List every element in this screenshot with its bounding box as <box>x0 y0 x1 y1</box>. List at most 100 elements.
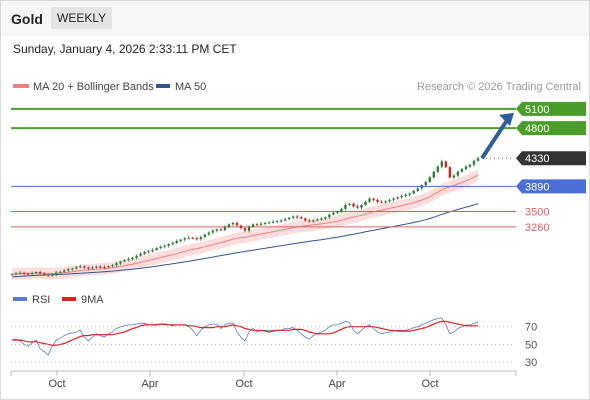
candle-body <box>400 196 403 198</box>
projection-arrow-shaft <box>480 117 510 160</box>
candle-body <box>292 216 295 218</box>
legend-9ma-swatch <box>62 297 76 301</box>
candle-body <box>171 242 174 245</box>
candles <box>10 156 480 278</box>
timeframe-button[interactable]: WEEKLY <box>51 7 113 29</box>
candle-body <box>432 171 436 178</box>
candle-body <box>388 199 391 202</box>
candle-body <box>71 268 74 270</box>
rsi-series-rsi <box>11 317 479 356</box>
candle-body <box>324 217 327 219</box>
candle-body <box>336 211 339 213</box>
candle-body <box>356 206 359 208</box>
bollinger-band <box>12 169 478 281</box>
candle-body <box>332 212 335 215</box>
candle-body <box>30 273 34 275</box>
candle-body <box>14 273 18 275</box>
candle-body <box>63 270 66 272</box>
candle-body <box>127 258 130 261</box>
candle-body <box>412 190 415 194</box>
candle-body <box>159 246 162 249</box>
legend-rsi-swatch <box>13 297 27 301</box>
projection-arrow <box>480 112 514 160</box>
candle-body <box>223 226 227 231</box>
candle-body <box>135 255 138 258</box>
candle-body <box>191 237 194 239</box>
rsi-panel <box>11 317 479 356</box>
candle-body <box>476 158 480 161</box>
candle-body <box>344 205 347 209</box>
level-labels: 5100 4800 4330 3890 3500 3260 <box>516 101 586 234</box>
candle-body <box>271 221 275 223</box>
candle-body <box>243 228 247 231</box>
legend-ma50-label: MA 50 <box>175 81 206 93</box>
candle-body <box>83 266 86 268</box>
candle-body <box>456 171 460 176</box>
candle-body <box>67 269 70 271</box>
candle-body <box>424 181 427 186</box>
candle-body <box>151 249 154 251</box>
timestamp: Sunday, January 4, 2026 2:33:11 PM CET <box>13 42 237 56</box>
x-tick-label-1: Apr <box>141 378 158 390</box>
rsi-y-ticks: 70 50 30 <box>11 322 537 369</box>
candle-body <box>304 218 307 221</box>
candle-body <box>143 251 146 254</box>
level-label-3890: 3890 <box>525 181 549 193</box>
level-label-4800: 4800 <box>525 123 549 135</box>
candle-body <box>87 267 90 269</box>
candle-body <box>408 193 411 195</box>
level-label-5100: 5100 <box>525 104 549 116</box>
candle-body <box>420 185 423 189</box>
candle-body <box>287 217 291 220</box>
candle-body <box>316 219 319 221</box>
candle-body <box>179 239 182 241</box>
candle-body <box>139 253 142 256</box>
candle-body <box>99 266 102 268</box>
candle-body <box>436 166 440 172</box>
legend-ma20-label: MA 20 + Bollinger Bands <box>33 81 154 93</box>
candle-body <box>283 219 287 221</box>
candle-body <box>376 199 379 202</box>
candle-body <box>352 203 355 207</box>
candle-body <box>320 218 323 220</box>
candle-body <box>468 164 472 167</box>
candle-body <box>103 266 106 268</box>
candle-body <box>300 217 303 219</box>
level-tag-5100 <box>516 101 586 116</box>
candle-body <box>34 272 38 274</box>
candle-body <box>95 266 98 268</box>
x-tick-label-0: Oct <box>48 378 65 390</box>
candle-body <box>452 175 456 178</box>
candle-body <box>396 197 399 199</box>
candle-body <box>183 238 186 240</box>
candle-body <box>364 201 367 206</box>
candle-body <box>167 244 170 246</box>
candle-body <box>155 248 158 250</box>
candle-body <box>472 160 476 165</box>
candle-body <box>460 169 464 172</box>
candle-body <box>231 222 235 225</box>
credit-text: Research © 2026 Trading Central <box>417 81 581 93</box>
candle-body <box>384 201 387 203</box>
top-bar: Gold WEEKLY <box>0 0 590 36</box>
legend-ma50-swatch <box>156 84 170 88</box>
legend-9ma-label: 9MA <box>81 294 104 306</box>
candle-body <box>404 194 407 197</box>
candle-body <box>42 273 46 275</box>
candle-body <box>107 266 110 268</box>
candle-body <box>195 238 198 240</box>
candle-body <box>263 222 267 224</box>
candle-body <box>440 161 444 167</box>
candle-body <box>348 203 351 206</box>
level-label-3260: 3260 <box>525 222 549 234</box>
candle-body <box>175 240 178 243</box>
candle-body <box>187 237 190 239</box>
candle-body <box>372 198 375 200</box>
candle-body <box>203 234 207 238</box>
legend-rsi-label: RSI <box>32 294 50 306</box>
candle-body <box>59 271 62 273</box>
candle-body <box>267 222 271 224</box>
candle-body <box>123 260 126 262</box>
candle-body <box>464 166 468 170</box>
